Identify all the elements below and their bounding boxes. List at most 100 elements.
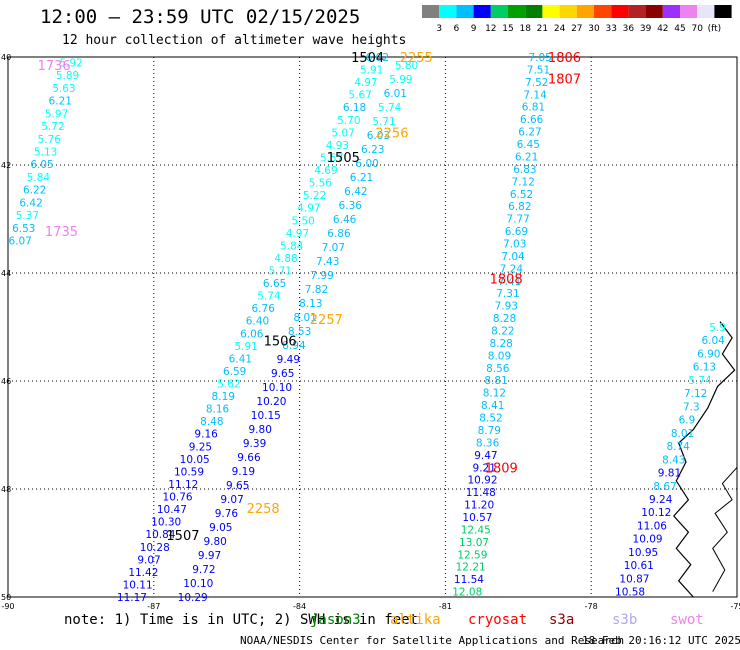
wave-height-value: 12.45: [461, 524, 491, 536]
track-pass-east: 5.96.046.90 6.135.747.127.3 6.98.018.748.4…: [615, 322, 726, 599]
page-subtitle: 12 hour collection of altimeter wave hei…: [62, 33, 407, 48]
wave-height-value: 9.24: [649, 494, 673, 506]
wave-height-value: 7.04: [501, 251, 525, 263]
wave-height-value: 8.74: [666, 441, 690, 453]
wave-height-value: 7.77: [506, 214, 529, 226]
wave-height-value: 6.23: [361, 144, 384, 156]
legend-swatch: [662, 5, 680, 18]
wave-height-value: 4.69: [314, 165, 337, 177]
wave-height-value: 11.42: [128, 567, 158, 579]
coast-line: [672, 321, 736, 598]
pass-time-label: 1505: [327, 151, 360, 166]
wave-height-value: 12.59: [457, 549, 487, 561]
wave-height-value: 11.17: [117, 592, 147, 604]
wave-height-value: 6.04: [701, 335, 725, 347]
wave-height-value: 6.45: [517, 139, 540, 151]
wave-height-value: 6.03: [367, 130, 390, 142]
wave-height-value: 7.14: [523, 89, 547, 101]
color-legend: 3 6 9 12 15 18 21 24 27 30 33 36 39 42 45 70 (ft): [422, 5, 732, 34]
wave-height-value: 6.86: [327, 228, 351, 240]
wave-height-value: 5.71: [372, 116, 395, 128]
legend-swatch: [645, 5, 663, 18]
wave-height-value: 10.11: [123, 579, 153, 591]
wave-height-value: 5.72: [41, 121, 64, 133]
legend-swatch: [525, 5, 543, 18]
wave-height-value: 6.06: [240, 328, 264, 340]
wave-height-value: 8.94: [282, 340, 306, 352]
wave-height-map: 404244464850-90-87-84-81-78-755.925.895.…: [1, 51, 740, 611]
lon-tick-label: -78: [585, 602, 598, 611]
wave-height-value: 10.10: [262, 382, 292, 394]
sat-label-jason3: jason3: [310, 612, 361, 628]
legend-swatch: [439, 5, 457, 18]
wave-height-value: 9.65: [271, 368, 294, 380]
wave-height-value: 9.19: [232, 466, 255, 478]
wave-height-value: 10.76: [163, 492, 193, 504]
pass-time-label: 2257: [310, 313, 343, 328]
legend-swatch: [611, 5, 629, 18]
legend-label: 12: [485, 24, 496, 34]
wave-height-value: 13.07: [459, 537, 489, 549]
sat-label-altika: altika: [390, 612, 441, 628]
wave-height-value: 8.43: [662, 454, 685, 466]
pass-time-label: 1736: [38, 59, 71, 74]
wave-height-value: 7.12: [684, 388, 707, 400]
wave-height-value: 9.07: [137, 554, 160, 566]
wave-height-value: 8.52: [479, 413, 502, 425]
pass-time-label: 2258: [247, 502, 280, 517]
lat-tick-label: 42: [1, 161, 11, 170]
wave-height-value: 5.91: [234, 341, 257, 353]
wave-height-value: 11.20: [464, 500, 494, 512]
wave-height-value: 5.71: [269, 265, 292, 277]
legend-label: 24: [554, 24, 566, 34]
wave-height-value: 8.36: [476, 437, 500, 449]
wave-height-value: 9.16: [194, 429, 218, 441]
wave-height-value: 5.57: [320, 152, 343, 164]
wave-height-value: 8.01: [294, 312, 317, 324]
wave-height-value: 6.66: [520, 114, 544, 126]
wave-height-value: 8.19: [212, 391, 235, 403]
wave-height-value: 7.03: [503, 238, 526, 250]
pass-time-label: 1735: [45, 225, 78, 240]
coast-line: [712, 467, 738, 592]
wave-height-value: 5.62: [217, 379, 240, 391]
pass-time-label: 2256: [375, 127, 408, 142]
wave-height-value: 8.01: [671, 428, 694, 440]
wave-height-value: 6.76: [252, 303, 276, 315]
wave-height-value: 12.21: [456, 562, 486, 574]
wave-height-value: 6.27: [518, 127, 541, 139]
lon-tick-label: -87: [147, 602, 160, 611]
wave-height-value: 5.07: [331, 127, 354, 139]
wave-height-value: 11.06: [637, 520, 667, 532]
wave-height-value: 8.09: [488, 350, 511, 362]
wave-height-value: 6.40: [246, 316, 269, 328]
sat-label-s3a: s3a: [549, 612, 575, 628]
wave-height-value: 6.21: [49, 96, 72, 108]
legend-swatch: [508, 5, 526, 18]
wave-height-value: 10.61: [624, 560, 654, 572]
wave-height-value: 6.9: [679, 415, 696, 427]
legend-swatch: [680, 5, 698, 18]
wave-height-value: 8.28: [493, 313, 516, 325]
wave-height-value: 6.69: [505, 226, 528, 238]
wave-height-value: 7.51: [527, 64, 550, 76]
wave-height-value: 10.29: [178, 592, 208, 604]
wave-height-value: 5.9: [709, 322, 726, 334]
wave-height-value: 6.13: [693, 362, 716, 374]
wave-height-value: 6.46: [333, 214, 357, 226]
wave-height-value: 5.67: [349, 90, 372, 102]
legend-label: 36: [623, 24, 635, 34]
wave-height-value: 9.80: [249, 424, 272, 436]
wave-height-value: 8.28: [489, 338, 512, 350]
wave-height-value: 9.65: [226, 480, 249, 492]
wave-height-value: 7.31: [496, 288, 519, 300]
wave-height-value: 7.52: [525, 77, 548, 89]
wave-height-value: 4.93: [326, 140, 349, 152]
sat-label-swot: swot: [670, 612, 704, 628]
sat-label-s3b: s3b: [612, 612, 638, 628]
legend-label: (ft): [708, 24, 722, 34]
wave-height-value: 7.12: [512, 176, 535, 188]
legend-label: 30: [588, 24, 600, 34]
wave-height-value: 8.81: [484, 375, 507, 387]
wave-height-value: 6.53: [12, 223, 35, 235]
